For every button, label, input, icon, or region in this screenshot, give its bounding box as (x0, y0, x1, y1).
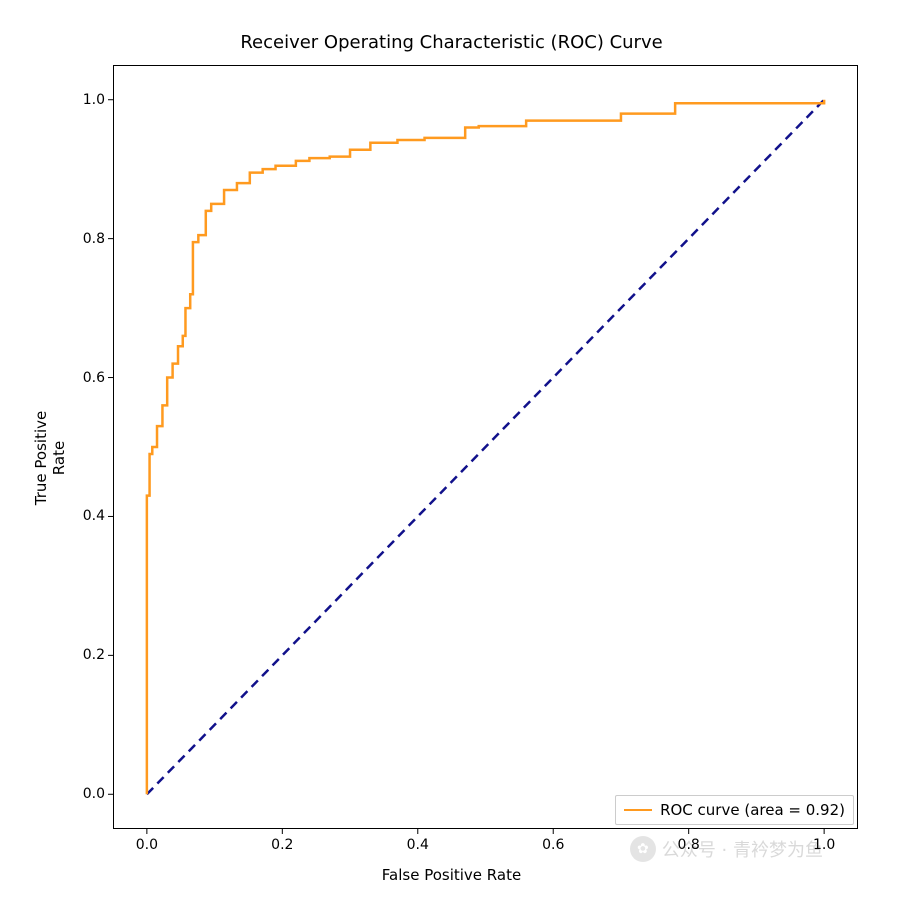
plot-area: ROC curve (area = 0.92) (113, 65, 858, 829)
y-tick-label: 0.8 (75, 231, 105, 247)
x-tick-label: 0.6 (542, 837, 564, 853)
y-axis-label-text: True Positive Rate (32, 411, 68, 505)
y-tick-label: 0.6 (75, 370, 105, 386)
y-tick-label: 0.2 (75, 647, 105, 663)
x-tick-label: 0.2 (271, 837, 293, 853)
chart-title: Receiver Operating Characteristic (ROC) … (0, 32, 903, 53)
watermark-text: 公众号 · 青衿梦为鱼 (662, 836, 823, 862)
x-axis-label: False Positive Rate (0, 866, 903, 884)
y-tick-label: 0.4 (75, 508, 105, 524)
y-tick-label: 0.0 (75, 786, 105, 802)
x-tick-label: 0.4 (407, 837, 429, 853)
watermark: ✿ 公众号 · 青衿梦为鱼 (630, 836, 823, 862)
chart-title-text: Receiver Operating Characteristic (ROC) … (240, 32, 662, 53)
wechat-icon: ✿ (630, 836, 656, 862)
y-axis-label: True Positive Rate (32, 398, 68, 518)
y-tick-label: 1.0 (75, 92, 105, 108)
legend-box: ROC curve (area = 0.92) (615, 795, 854, 825)
x-tick-label: 0.0 (136, 837, 158, 853)
x-axis-label-text: False Positive Rate (382, 866, 521, 884)
legend-label: ROC curve (area = 0.92) (660, 801, 845, 819)
chart-container: Receiver Operating Characteristic (ROC) … (0, 0, 903, 906)
wechat-icon-glyph: ✿ (637, 841, 649, 857)
plot-svg (113, 65, 858, 829)
legend-line-icon (624, 809, 652, 812)
